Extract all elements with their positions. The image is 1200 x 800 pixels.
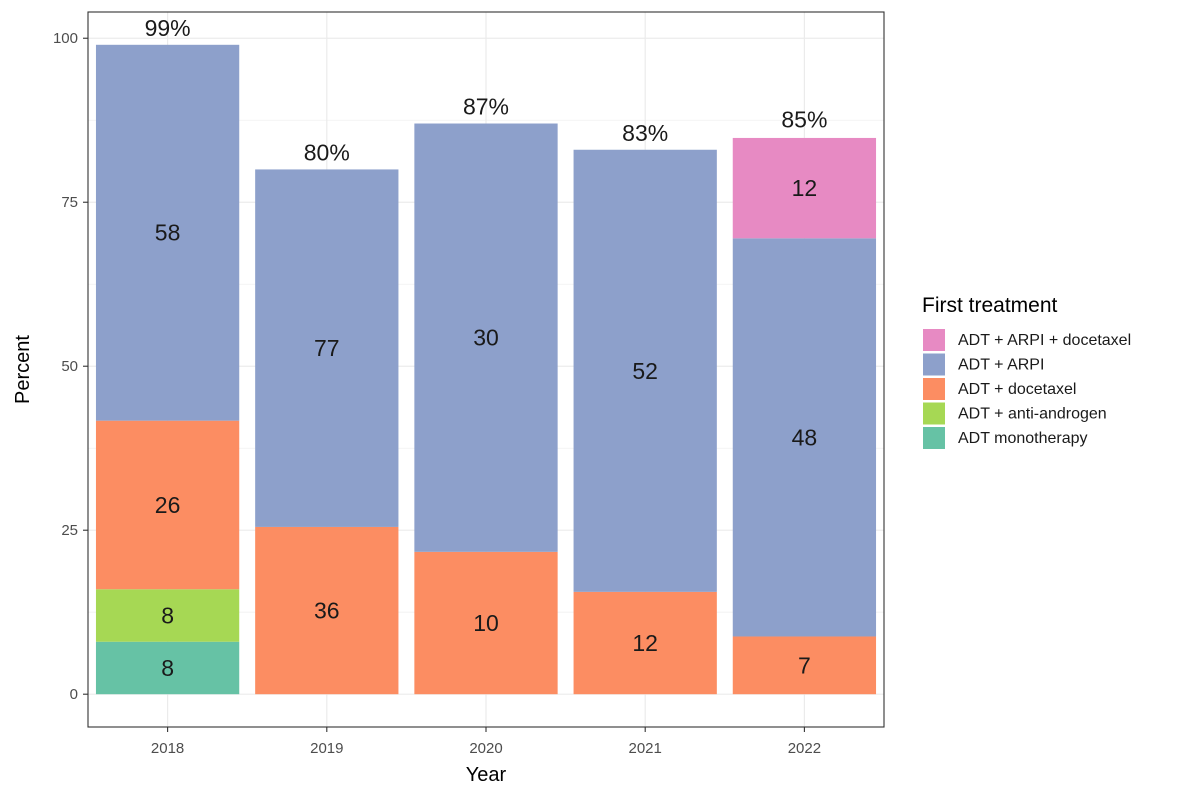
bar-segment (732, 636, 877, 695)
segment-value-label: 52 (632, 358, 658, 384)
legend-swatch (923, 427, 945, 449)
legend-label: ADT + docetaxel (958, 381, 1076, 398)
segment-value-label: 12 (792, 175, 818, 201)
segment-value-label: 36 (314, 598, 340, 624)
x-tick-label: 2019 (310, 740, 343, 757)
segment-value-label: 7 (798, 652, 811, 678)
segment-value-label: 26 (155, 492, 181, 518)
segment-value-label: 10 (473, 610, 499, 636)
y-tick-label: 75 (61, 194, 78, 211)
bar-segment (414, 123, 558, 552)
x-tick-label: 2022 (788, 740, 821, 757)
bar-segment (732, 137, 877, 239)
bar-segment (414, 551, 558, 695)
legend-swatch (923, 353, 945, 376)
legend: First treatment ADT + ARPI + docetaxel AD… (922, 294, 1131, 449)
legend-swatch (923, 378, 945, 400)
bar-segment (255, 526, 399, 695)
x-tick-label: 2020 (469, 740, 502, 757)
x-tick-label: 2021 (629, 740, 662, 757)
y-tick-label: 50 (61, 358, 78, 375)
total-percent-label: 80% (304, 139, 350, 165)
bar-labels: 8 8 26 58 99% 36 77 80% 10 30 87% 12 52 83% 7 48 12 85% (145, 15, 828, 681)
y-axis-title: Percent (12, 335, 34, 404)
y-tick-label: 0 (70, 686, 78, 703)
bar-segment (732, 238, 877, 637)
x-axis-title: Year (466, 764, 507, 786)
y-tick-label: 25 (61, 522, 78, 539)
y-tick-label: 100 (53, 30, 78, 47)
legend-title: First treatment (922, 294, 1058, 317)
bar-segment (573, 591, 717, 695)
segment-value-label: 30 (473, 325, 499, 351)
segment-value-label: 8 (161, 602, 174, 628)
total-percent-label: 85% (781, 107, 827, 133)
legend-swatch (923, 329, 945, 351)
legend-label: ADT monotherapy (958, 430, 1088, 447)
segment-value-label: 58 (155, 220, 181, 246)
bar-segment (95, 641, 240, 695)
total-percent-label: 99% (145, 15, 191, 41)
bar-segment (95, 420, 240, 590)
bar-segment (255, 169, 399, 527)
legend-label: ADT + ARPI + docetaxel (958, 332, 1131, 349)
bars (95, 44, 877, 695)
legend-swatch (923, 402, 945, 425)
total-percent-label: 83% (622, 120, 668, 146)
bar-segment (95, 44, 240, 421)
axes: 0 25 50 75 100 2018 2019 2020 2021 2022 (53, 30, 821, 757)
bar-segment (573, 149, 717, 592)
segment-value-label: 12 (632, 630, 658, 656)
segment-value-label: 48 (792, 424, 818, 450)
total-percent-label: 87% (463, 94, 509, 120)
x-tick-label: 2018 (151, 740, 184, 757)
segment-value-label: 8 (161, 655, 174, 681)
bar-segment (95, 589, 240, 642)
legend-label: ADT + ARPI (958, 357, 1044, 374)
legend-label: ADT + anti-androgen (958, 406, 1107, 423)
segment-value-label: 77 (314, 335, 340, 361)
